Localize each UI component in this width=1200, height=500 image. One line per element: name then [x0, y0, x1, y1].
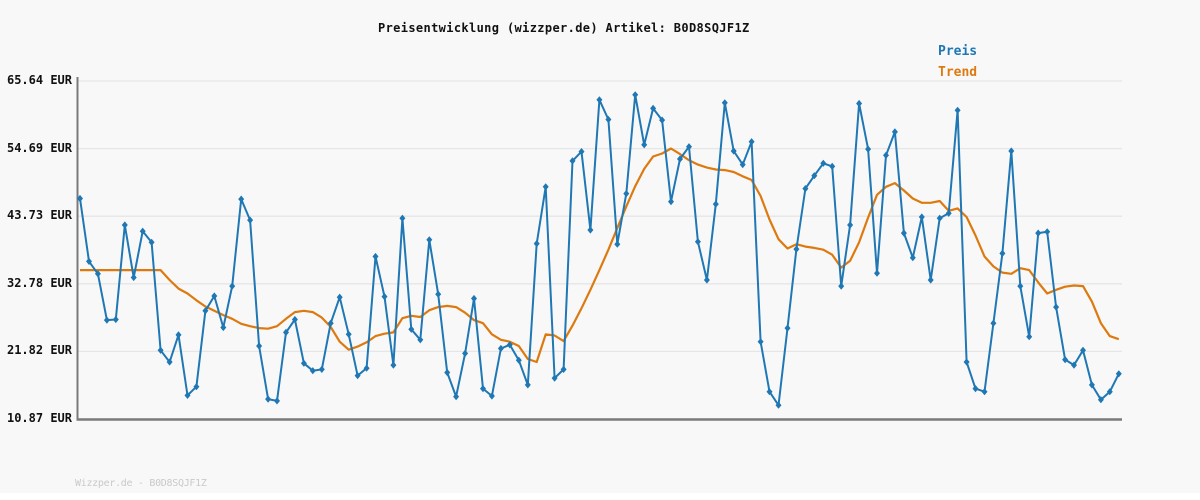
bottom-margin-strip — [0, 493, 1200, 500]
legend-trend-label: Trend — [938, 65, 978, 80]
watermark-text: Wizzper.de - B0D8SQJF1Z — [75, 478, 207, 489]
y-tick-label: 10.87 EUR — [6, 411, 72, 425]
chart-title: Preisentwicklung (wizzper.de) Artikel: B… — [378, 21, 750, 35]
y-tick-label: 32.78 EUR — [6, 275, 72, 290]
y-tick-label: 65.64 EUR — [6, 73, 72, 87]
trend-line — [80, 147, 1120, 364]
chart-legend: Preis Trend — [938, 41, 977, 83]
price-markers — [77, 91, 1122, 409]
y-tick-label: 43.73 EUR — [6, 208, 72, 223]
legend-preis-label: Preis — [938, 44, 978, 59]
y-tick-label: 54.69 EUR — [6, 140, 72, 155]
y-tick-label: 21.82 EUR — [6, 343, 72, 358]
price-line — [79, 93, 1120, 407]
